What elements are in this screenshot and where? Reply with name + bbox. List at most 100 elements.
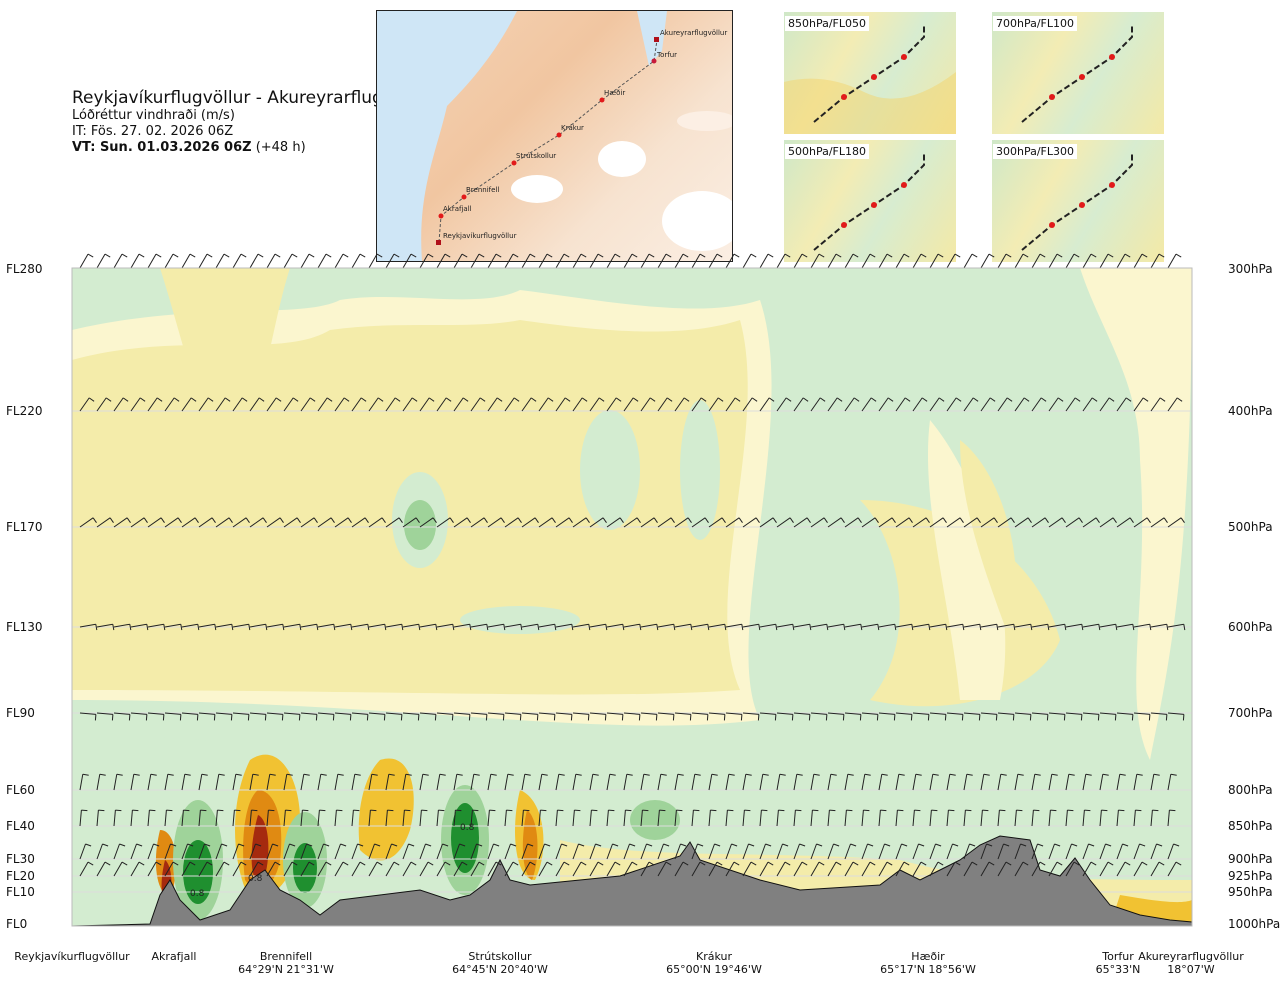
wind-barb-flag [570, 714, 573, 721]
wind-barb-flag [971, 253, 978, 258]
wind-barb [810, 843, 817, 860]
wind-barb-flag [218, 773, 225, 776]
wind-barb-flag [155, 253, 162, 258]
wind-barb-flag [87, 253, 94, 258]
wind-barb-flag [364, 517, 369, 523]
hpa-label: 800hPa [1228, 783, 1273, 797]
wind-barb-flag [376, 861, 383, 866]
wind-barb [912, 861, 922, 877]
wind-barb [1014, 810, 1017, 827]
wind-barb-flag [325, 253, 332, 258]
wind-barb [1150, 843, 1157, 860]
wind-barb-flag [366, 714, 369, 721]
wind-barb-flag [648, 253, 655, 258]
wind-barb-flag [665, 253, 672, 258]
wind-barb-flag [268, 809, 275, 812]
wind-barb [827, 810, 830, 827]
wind-barb [963, 253, 973, 269]
wind-barb [164, 712, 181, 715]
wind-barb [487, 712, 504, 715]
wind-barb [572, 810, 575, 827]
wind-barb [113, 861, 123, 877]
wind-barb [334, 712, 351, 715]
wind-barb-flag [724, 624, 727, 631]
wind-barb-flag [1074, 397, 1081, 402]
wind-barb-flag [1158, 861, 1165, 866]
wind-barb-flag [870, 397, 877, 402]
wind-barb-flag [400, 714, 403, 721]
wind-barb-flag [180, 624, 183, 631]
wind-barb-flag [122, 397, 129, 402]
wind-barb-flag [1163, 517, 1168, 523]
wind-barb-flag [809, 624, 812, 631]
wind-barb [674, 843, 681, 860]
route-map-svg: Akureyrarflugvöllur Torfur Hæðir Krákur … [377, 11, 732, 261]
wind-barb-flag [94, 714, 97, 721]
wind-barb-flag [792, 624, 795, 631]
wind-barb-flag [636, 517, 641, 523]
wind-barb [351, 623, 368, 628]
wind-barb [147, 861, 157, 877]
wind-barb-flag [1141, 861, 1148, 866]
wind-barb-flag [1175, 253, 1182, 258]
wind-barb-flag [438, 809, 445, 812]
wind-barb [521, 712, 538, 715]
wind-barb-flag [1122, 843, 1129, 847]
wind-barb-flag [714, 843, 721, 847]
wind-barb-flag [1090, 861, 1097, 866]
wind-barb-flag [1141, 253, 1148, 258]
wind-barb [742, 774, 747, 791]
wind-barb [657, 517, 672, 528]
wind-barb [1099, 843, 1106, 860]
wind-barb [623, 843, 630, 860]
wind-barb [742, 623, 759, 628]
terrain-profile [71, 835, 1193, 927]
wind-barb-flag [241, 397, 248, 402]
wind-barb-flag [223, 861, 230, 866]
wind-barb [810, 810, 813, 827]
wind-barb [963, 861, 973, 877]
wind-barb-flag [670, 517, 675, 523]
wind-barb [538, 810, 541, 827]
wind-barb [623, 517, 638, 528]
wind-barb [1048, 810, 1051, 827]
wind-barb-flag [252, 773, 259, 776]
wind-barb [1116, 810, 1119, 827]
wind-barb [130, 861, 140, 877]
wind-barb [929, 810, 932, 827]
wind-barb [215, 712, 232, 715]
wind-barb [725, 517, 740, 528]
wind-barb [300, 861, 310, 877]
wind-barb [300, 517, 315, 528]
wind-barb [436, 843, 443, 860]
wind-barb [232, 397, 243, 412]
wind-barb-flag [884, 843, 891, 847]
wind-barb-flag [663, 843, 670, 847]
wind-barb-flag [863, 809, 870, 812]
wind-barb [198, 397, 209, 412]
wind-barb [351, 712, 368, 715]
wind-barb-flag [405, 773, 412, 776]
hpa-label: 850hPa [1228, 819, 1273, 833]
wind-barb-flag [132, 809, 139, 812]
wind-barb-flag [282, 624, 285, 631]
wind-barb-flag [716, 861, 723, 866]
wind-barb-flag [842, 714, 845, 721]
wind-barb [470, 517, 485, 528]
wind-barb [776, 253, 786, 269]
wind-barb-flag [1054, 843, 1061, 847]
wind-barb [487, 810, 490, 827]
wind-barb-flag [1034, 773, 1041, 776]
wind-barb [232, 774, 237, 791]
wind-barb-flag [893, 714, 896, 721]
wind-barb-flag [971, 861, 978, 866]
wind-barb-flag [173, 397, 180, 402]
wind-barb [368, 253, 378, 269]
wind-barb-flag [360, 397, 367, 402]
wind-barb-flag [85, 843, 92, 847]
wind-barb-flag [1170, 773, 1177, 776]
level-map-label: 700hPa/FL100 [993, 16, 1078, 31]
wind-barb [368, 774, 373, 791]
wind-barb [1031, 861, 1041, 877]
wind-barb-flag [1176, 397, 1183, 402]
